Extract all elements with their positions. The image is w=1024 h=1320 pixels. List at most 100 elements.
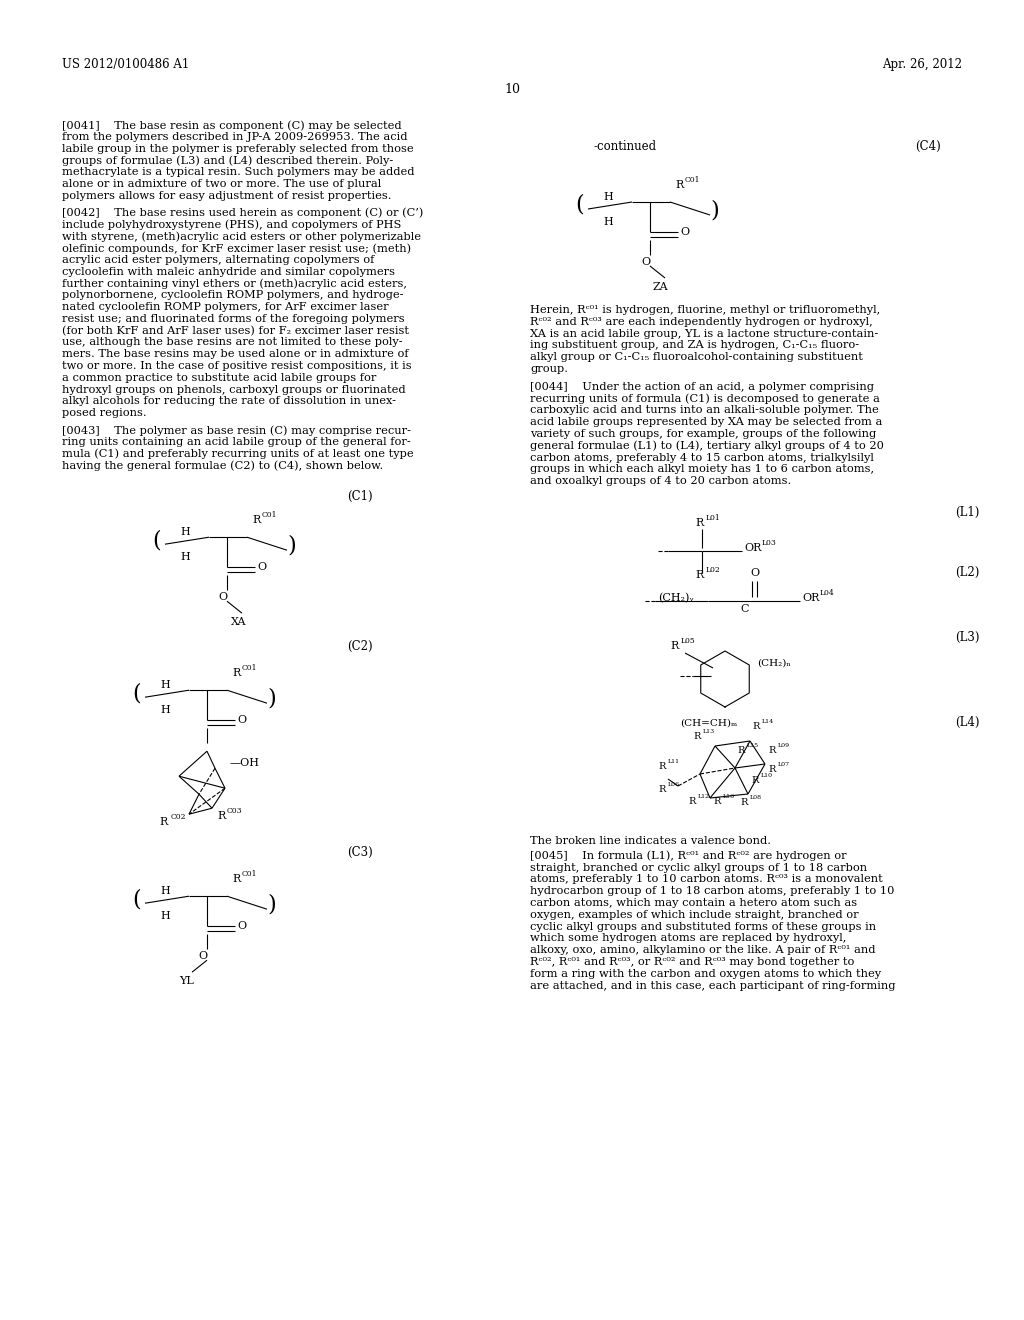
Text: ): ) (267, 688, 276, 709)
Text: acrylic acid ester polymers, alternating copolymers of: acrylic acid ester polymers, alternating… (62, 255, 375, 265)
Text: (: ( (153, 529, 162, 552)
Text: L06: L06 (668, 781, 680, 787)
Text: (L3): (L3) (955, 631, 980, 644)
Text: [0041]    The base resin as component (C) may be selected: [0041] The base resin as component (C) m… (62, 120, 401, 131)
Text: O: O (199, 952, 208, 961)
Text: R: R (252, 515, 260, 525)
Text: L10: L10 (761, 772, 773, 777)
Text: L05: L05 (681, 638, 695, 645)
Text: US 2012/0100486 A1: US 2012/0100486 A1 (62, 58, 189, 71)
Text: L15: L15 (746, 743, 759, 747)
Text: C02: C02 (171, 813, 186, 821)
Text: L11: L11 (668, 759, 680, 763)
Text: H: H (160, 705, 170, 715)
Text: R: R (693, 731, 700, 741)
Text: R: R (695, 570, 703, 579)
Text: and oxoalkyl groups of 4 to 20 carbon atoms.: and oxoalkyl groups of 4 to 20 carbon at… (530, 477, 792, 486)
Text: alone or in admixture of two or more. The use of plural: alone or in admixture of two or more. Th… (62, 180, 381, 189)
Text: groups of formulae (L3) and (L4) described therein. Poly-: groups of formulae (L3) and (L4) describ… (62, 156, 393, 166)
Text: [0045]    In formula (L1), Rᶜ⁰¹ and Rᶜ⁰² are hydrogen or: [0045] In formula (L1), Rᶜ⁰¹ and Rᶜ⁰² ar… (530, 851, 847, 862)
Text: -continued: -continued (594, 140, 656, 153)
Text: R: R (217, 812, 225, 821)
Text: ing substituent group, and ZA is hydrogen, C₁-C₁₅ fluoro-: ing substituent group, and ZA is hydroge… (530, 341, 859, 350)
Text: C01: C01 (242, 664, 257, 672)
Text: [0042]    The base resins used herein as component (C) or (C’): [0042] The base resins used herein as co… (62, 207, 423, 218)
Text: atoms, preferably 1 to 10 carbon atoms. Rᶜ⁰³ is a monovalent: atoms, preferably 1 to 10 carbon atoms. … (530, 874, 883, 884)
Text: L02: L02 (706, 566, 721, 574)
Text: R: R (695, 517, 703, 528)
Text: R: R (232, 874, 241, 884)
Text: L03: L03 (762, 539, 777, 546)
Text: [0044]    Under the action of an acid, a polymer comprising: [0044] Under the action of an acid, a po… (530, 381, 874, 392)
Text: methacrylate is a typical resin. Such polymers may be added: methacrylate is a typical resin. Such po… (62, 168, 415, 177)
Text: C01: C01 (262, 511, 278, 519)
Text: from the polymers described in JP-A 2009-269953. The acid: from the polymers described in JP-A 2009… (62, 132, 408, 141)
Text: L13: L13 (703, 729, 715, 734)
Text: posed regions.: posed regions. (62, 408, 146, 418)
Text: are attached, and in this case, each participant of ring-forming: are attached, and in this case, each par… (530, 981, 896, 990)
Text: H: H (603, 216, 613, 227)
Text: R: R (159, 817, 167, 828)
Text: L09: L09 (778, 743, 791, 747)
Text: OR: OR (744, 543, 762, 553)
Text: L12: L12 (698, 793, 710, 799)
Text: R: R (670, 642, 678, 651)
Text: ZA: ZA (652, 282, 668, 292)
Text: R: R (713, 796, 720, 805)
Text: O: O (641, 257, 650, 267)
Text: with styrene, (meth)acrylic acid esters or other polymerizable: with styrene, (meth)acrylic acid esters … (62, 231, 421, 242)
Text: (: ( (133, 682, 141, 704)
Text: XA: XA (231, 618, 247, 627)
Text: alkyl alcohols for reducing the rate of dissolution in unex-: alkyl alcohols for reducing the rate of … (62, 396, 396, 407)
Text: which some hydrogen atoms are replaced by hydroxyl,: which some hydrogen atoms are replaced b… (530, 933, 847, 944)
Text: hydroxyl groups on phenols, carboxyl groups or fluorinated: hydroxyl groups on phenols, carboxyl gro… (62, 384, 406, 395)
Text: (C4): (C4) (915, 140, 941, 153)
Text: O: O (680, 227, 689, 238)
Text: R: R (768, 764, 775, 774)
Text: resist use; and fluorinated forms of the foregoing polymers: resist use; and fluorinated forms of the… (62, 314, 404, 323)
Text: straight, branched or cyclic alkyl groups of 1 to 18 carbon: straight, branched or cyclic alkyl group… (530, 862, 867, 873)
Text: R: R (768, 746, 775, 755)
Text: R: R (232, 668, 241, 678)
Text: polynorbornene, cycloolefin ROMP polymers, and hydroge-: polynorbornene, cycloolefin ROMP polymer… (62, 290, 403, 300)
Text: Apr. 26, 2012: Apr. 26, 2012 (882, 58, 962, 71)
Text: R: R (751, 776, 759, 784)
Text: R: R (658, 784, 666, 793)
Text: H: H (160, 911, 170, 921)
Text: Herein, Rᶜ⁰¹ is hydrogen, fluorine, methyl or trifluoromethyl,: Herein, Rᶜ⁰¹ is hydrogen, fluorine, meth… (530, 305, 881, 315)
Text: (CH₂)ᵧ: (CH₂)ᵧ (658, 593, 693, 603)
Text: H: H (160, 886, 170, 896)
Text: oxygen, examples of which include straight, branched or: oxygen, examples of which include straig… (530, 909, 859, 920)
Text: two or more. In the case of positive resist compositions, it is: two or more. In the case of positive res… (62, 360, 412, 371)
Text: R: R (658, 762, 666, 771)
Text: ring units containing an acid labile group of the general for-: ring units containing an acid labile gro… (62, 437, 411, 446)
Text: ): ) (288, 535, 296, 556)
Text: (CH₂)ₙ: (CH₂)ₙ (757, 659, 791, 668)
Text: H: H (603, 191, 613, 202)
Text: carboxylic acid and turns into an alkali-soluble polymer. The: carboxylic acid and turns into an alkali… (530, 405, 879, 416)
Text: cyclic alkyl groups and substituted forms of these groups in: cyclic alkyl groups and substituted form… (530, 921, 877, 932)
Text: cycloolefin with maleic anhydride and similar copolymers: cycloolefin with maleic anhydride and si… (62, 267, 395, 277)
Text: H: H (160, 680, 170, 690)
Text: [0043]    The polymer as base resin (C) may comprise recur-: [0043] The polymer as base resin (C) may… (62, 425, 411, 436)
Text: (for both KrF and ArF laser uses) for F₂ excimer laser resist: (for both KrF and ArF laser uses) for F₂… (62, 326, 409, 335)
Text: 10: 10 (504, 83, 520, 96)
Text: L08: L08 (750, 795, 762, 800)
Text: acid labile groups represented by XA may be selected from a: acid labile groups represented by XA may… (530, 417, 883, 428)
Text: (C2): (C2) (347, 640, 373, 653)
Text: C03: C03 (227, 808, 243, 816)
Text: labile group in the polymer is preferably selected from those: labile group in the polymer is preferabl… (62, 144, 414, 153)
Text: ): ) (711, 199, 720, 220)
Text: R: R (737, 746, 744, 755)
Text: XA is an acid labile group, YL is a lactone structure-contain-: XA is an acid labile group, YL is a lact… (530, 329, 879, 339)
Text: O: O (257, 562, 266, 572)
Text: L01: L01 (706, 513, 721, 521)
Text: ): ) (267, 894, 276, 915)
Text: —OH: —OH (230, 758, 260, 768)
Text: groups in which each alkyl moiety has 1 to 6 carbon atoms,: groups in which each alkyl moiety has 1 … (530, 465, 874, 474)
Text: alkyl group or C₁-C₁₅ fluoroalcohol-containing substituent: alkyl group or C₁-C₁₅ fluoroalcohol-cont… (530, 352, 863, 362)
Text: variety of such groups, for example, groups of the following: variety of such groups, for example, gro… (530, 429, 877, 440)
Text: nated cycloolefin ROMP polymers, for ArF excimer laser: nated cycloolefin ROMP polymers, for ArF… (62, 302, 389, 312)
Text: YL: YL (179, 977, 195, 986)
Text: group.: group. (530, 364, 568, 374)
